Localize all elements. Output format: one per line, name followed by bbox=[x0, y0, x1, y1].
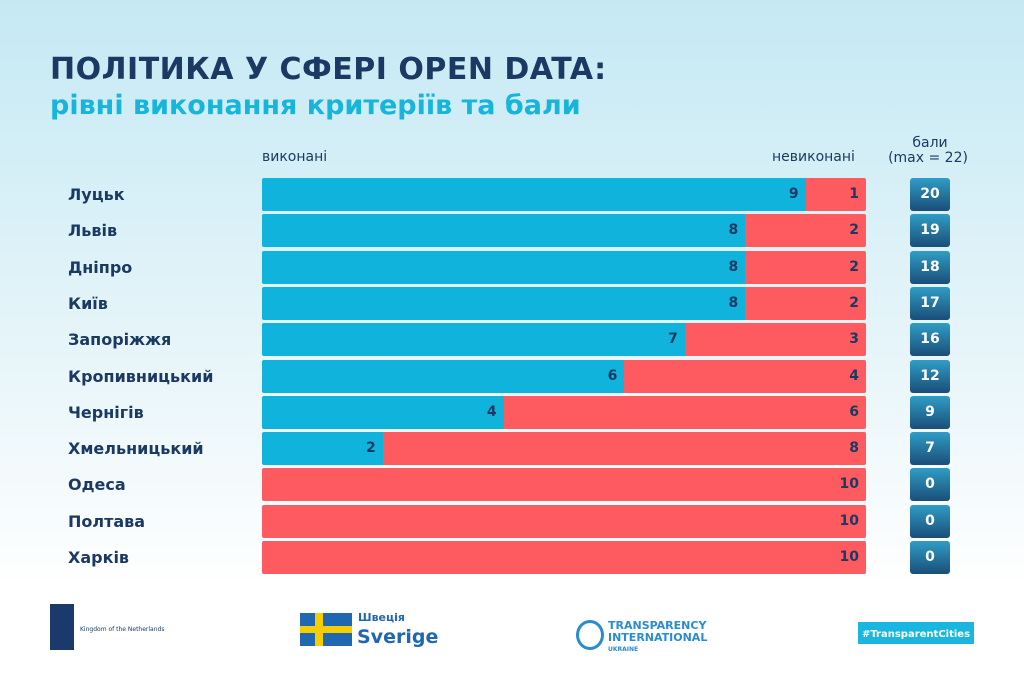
score-badge: 0 bbox=[910, 504, 950, 538]
score-badge: 20 bbox=[910, 178, 950, 211]
ti-logo-icon bbox=[576, 620, 604, 650]
score-badge: 0 bbox=[910, 468, 950, 502]
score-badge: 17 bbox=[910, 286, 950, 320]
ti-line2: INTERNATIONAL bbox=[608, 631, 708, 644]
ti-logo-text: TRANSPARENCY INTERNATIONAL UKRAINE bbox=[608, 620, 707, 656]
score-badge: 16 bbox=[910, 323, 950, 357]
ti-line3: UKRAINE bbox=[608, 646, 639, 653]
category-label: Львів bbox=[68, 221, 118, 241]
bar-failed: 2 bbox=[745, 214, 866, 248]
score-badge: 9 bbox=[910, 395, 950, 429]
category-label: Запоріжжя bbox=[68, 330, 172, 350]
bar-done: 8 bbox=[262, 214, 746, 248]
chart-title: ПОЛІТИКА У СФЕРІ OPEN DATA: bbox=[50, 52, 607, 87]
bar-failed: 10 bbox=[262, 504, 866, 538]
ti-line1: TRANSPARENCY bbox=[608, 619, 707, 632]
bar-failed: 2 bbox=[745, 250, 866, 284]
score-badge: 0 bbox=[910, 541, 950, 574]
category-label: Одеса bbox=[68, 475, 126, 495]
category-label: Київ bbox=[68, 293, 108, 313]
bar-failed: 2 bbox=[745, 286, 866, 320]
sweden-text: Sverige bbox=[357, 626, 439, 648]
bar-done: 2 bbox=[262, 432, 383, 466]
chart-subtitle: рівні виконання критеріїв та бали bbox=[50, 90, 581, 121]
bar-failed: 6 bbox=[503, 395, 866, 429]
scores-header-1: бали bbox=[912, 135, 948, 151]
bar-done: 9 bbox=[262, 178, 806, 211]
bar-failed: 10 bbox=[262, 541, 866, 574]
legend-fail: невиконані bbox=[772, 149, 855, 165]
legend-done: виконані bbox=[262, 149, 328, 165]
category-label: Полтава bbox=[68, 511, 146, 531]
bar-failed: 4 bbox=[624, 359, 866, 393]
score-badge: 12 bbox=[910, 359, 950, 393]
bar-failed: 8 bbox=[382, 432, 866, 466]
sweden-flag-icon bbox=[300, 613, 352, 646]
category-label: Дніпро bbox=[68, 257, 133, 277]
category-label: Чернігів bbox=[68, 402, 144, 422]
category-label: Харків bbox=[68, 548, 130, 567]
score-badge: 18 bbox=[910, 250, 950, 284]
transparent-cities-logo: #TransparentCities bbox=[858, 610, 974, 644]
sweden-text-ua: Швеція bbox=[358, 611, 405, 624]
category-label: Хмельницький bbox=[68, 439, 204, 459]
bar-done: 8 bbox=[262, 250, 746, 284]
bar-failed: 3 bbox=[684, 323, 866, 357]
bar-failed: 1 bbox=[805, 178, 866, 211]
bar-failed: 10 bbox=[262, 468, 866, 502]
category-label: Луцьк bbox=[68, 185, 125, 204]
bar-done: 6 bbox=[262, 359, 625, 393]
category-label: Кропивницький bbox=[68, 366, 214, 386]
transparent-cities-text: #TransparentCities bbox=[861, 629, 971, 640]
bar-done: 7 bbox=[262, 323, 685, 357]
score-badge: 7 bbox=[910, 432, 950, 466]
score-badge: 19 bbox=[910, 214, 950, 248]
bar-done: 8 bbox=[262, 286, 746, 320]
netherlands-logo-text: Kingdom of the Netherlands bbox=[80, 626, 165, 633]
scores-header-2: (max = 22) bbox=[888, 150, 968, 166]
bar-done: 4 bbox=[262, 395, 504, 429]
netherlands-logo-icon bbox=[50, 604, 74, 650]
